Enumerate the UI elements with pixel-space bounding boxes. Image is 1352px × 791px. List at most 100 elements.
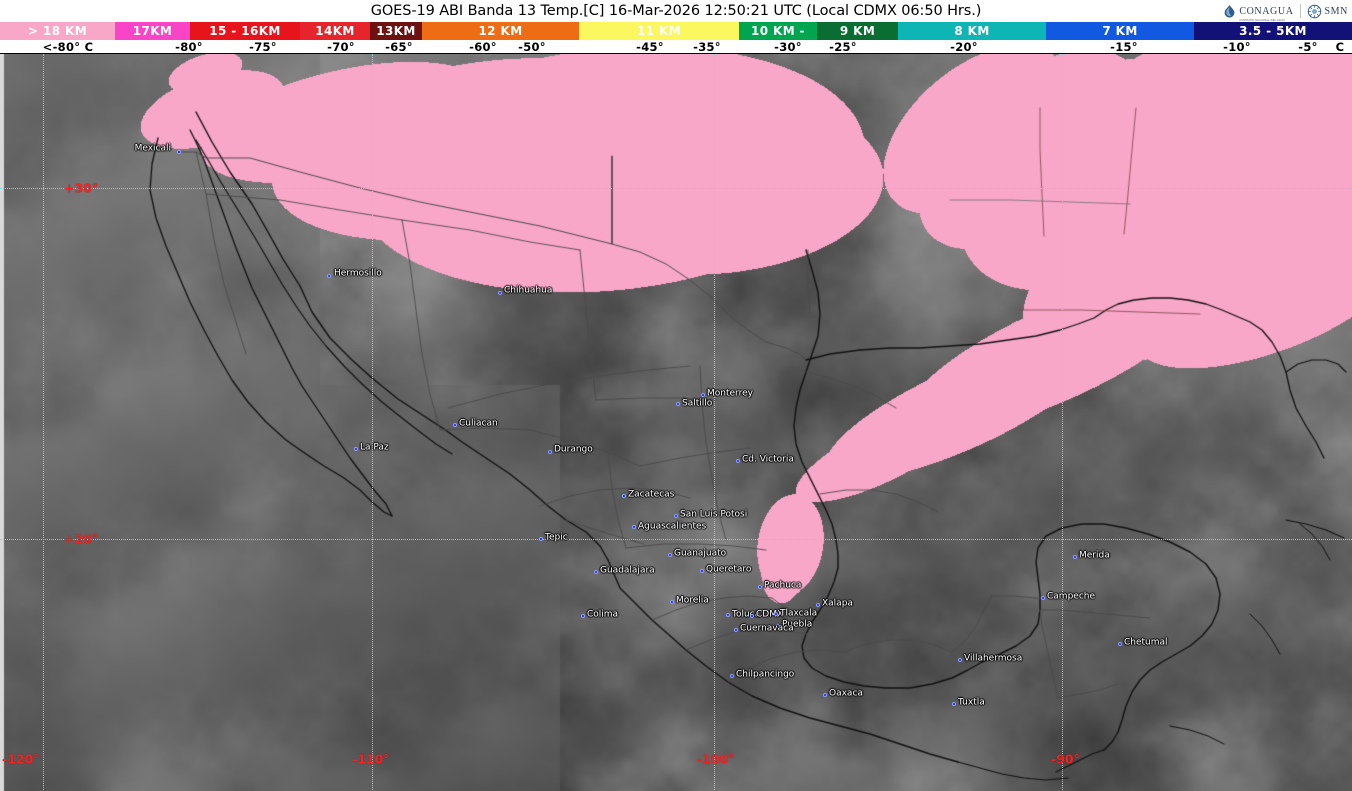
city-label: Puebla <box>782 619 813 630</box>
city-label: Morelia <box>676 595 709 606</box>
city-marker-dot <box>453 423 457 427</box>
logo-divider <box>1299 4 1301 18</box>
satellite-map[interactable]: +30° +20° -120° -110° -100° -90° Mexicali Herm… <box>0 53 1352 791</box>
city-label: Guadalajara <box>600 565 655 576</box>
color-scale-tick: -25° <box>829 40 857 54</box>
city-label: Durango <box>554 444 593 455</box>
color-scale-segment: 8 KM <box>898 22 1046 40</box>
city-label: Merida <box>1079 550 1110 561</box>
city-marker-dot <box>736 459 740 463</box>
longitude-label: -100° <box>697 751 735 767</box>
city-marker-dot <box>958 658 962 662</box>
city-marker-dot <box>632 525 636 529</box>
city-label: Tepic <box>545 532 568 543</box>
color-scale-tick: -75° <box>249 40 277 54</box>
city-marker-dot <box>816 603 820 607</box>
city-label: Colima <box>587 609 619 620</box>
color-scale-segment: 9 KM <box>817 22 898 40</box>
city-marker-dot <box>177 150 181 154</box>
longitude-gridline <box>43 54 44 791</box>
longitude-label: -90° <box>1051 751 1080 767</box>
city-marker-dot <box>674 514 678 518</box>
latitude-gridline <box>0 539 1352 540</box>
city-label: Tuxtla <box>958 697 985 708</box>
color-scale-bar: > 18 KM 17KM 15 - 16KM 14KM 13KM 12 KM 11 KM 10… <box>0 22 1352 40</box>
city-marker-dot <box>750 614 754 618</box>
city-marker-dot <box>354 447 358 451</box>
agency-logos: CONAGUA COMISIÓN NACIONAL DEL AGUA SMN <box>1223 1 1348 22</box>
city-label: Aguascalientes <box>638 521 707 532</box>
color-scale-ticks: <-80° C -80° -75° -70° -65° -60° -50° -45° -35° -… <box>0 40 1352 54</box>
color-scale-segment: 10 KM - <box>739 22 817 40</box>
color-scale-segment: 7 KM <box>1046 22 1194 40</box>
city-marker-dot <box>776 624 780 628</box>
city-label: Chihuahua <box>504 285 553 296</box>
city-marker-dot <box>622 494 626 498</box>
city-label: Zacatecas <box>628 489 675 500</box>
city-marker-dot <box>594 570 598 574</box>
city-marker-dot <box>539 537 543 541</box>
city-marker-dot <box>498 291 502 295</box>
city-label: Chilpancingo <box>736 669 795 680</box>
longitude-gridline <box>1062 54 1063 791</box>
city-label: Cuernavaca <box>740 623 794 634</box>
smn-logo: SMN <box>1307 4 1348 19</box>
city-label: Cd. Victoria <box>742 454 794 465</box>
city-marker-dot <box>581 614 585 618</box>
city-marker-dot <box>700 569 704 573</box>
city-label: Pachuca <box>764 580 802 591</box>
city-marker-dot <box>823 693 827 697</box>
color-scale-tick: -15° <box>1110 40 1138 54</box>
city-marker-dot <box>701 393 705 397</box>
city-label: Monterrey <box>707 388 753 399</box>
city-marker-dot <box>952 702 956 706</box>
color-scale-segment: 15 - 16KM <box>190 22 300 40</box>
city-label: Saltillo <box>682 398 713 409</box>
color-scale-segment: 12 KM <box>422 22 579 40</box>
color-scale-segment: 3.5 - 5KM <box>1194 22 1352 40</box>
color-scale-tick: -45° <box>636 40 664 54</box>
city-marker-dot <box>1118 642 1122 646</box>
city-label: Oaxaca <box>829 688 863 699</box>
smn-label: SMN <box>1324 5 1348 17</box>
city-labels-layer: Mexicali Hermosillo Chihuahua La Paz Culiaca… <box>0 54 1352 791</box>
color-scale-tick: <-80° C <box>42 40 94 54</box>
city-marker-dot <box>1041 596 1045 600</box>
city-label: La Paz <box>360 442 389 453</box>
city-label: Guanajuato <box>674 548 727 559</box>
longitude-label: -110° <box>352 751 390 767</box>
city-marker-dot <box>548 450 552 454</box>
color-scale-segment: 17KM <box>115 22 190 40</box>
longitude-gridline <box>372 54 373 791</box>
color-scale-tick: -5° <box>1298 40 1318 54</box>
color-scale-tick: -70° <box>327 40 355 54</box>
color-scale-tick: -60° <box>469 40 497 54</box>
water-drop-icon <box>1224 4 1235 17</box>
satellite-imagery-canvas <box>0 54 1352 791</box>
header-bar: GOES-19 ABI Banda 13 Temp.[C] 16-Mar-202… <box>0 0 1352 22</box>
circular-network-icon <box>1307 4 1321 18</box>
color-scale-tick: -50° <box>518 40 546 54</box>
page-title: GOES-19 ABI Banda 13 Temp.[C] 16-Mar-202… <box>370 3 982 19</box>
city-label: Hermosillo <box>334 268 382 279</box>
city-label: CDMX <box>756 609 784 620</box>
city-marker-dot <box>668 553 672 557</box>
color-scale-segment: 13KM <box>370 22 422 40</box>
city-marker-dot <box>676 402 680 406</box>
city-label: Campeche <box>1047 591 1096 602</box>
city-marker-dot <box>327 274 331 278</box>
city-marker-dot <box>730 674 734 678</box>
city-label: San Luis Potosi <box>680 509 748 520</box>
color-scale-tick: C <box>1335 40 1345 54</box>
city-marker-dot <box>1073 555 1077 559</box>
conagua-label: CONAGUA <box>1239 5 1294 17</box>
latitude-gridline <box>0 188 1352 189</box>
city-marker-dot <box>774 612 778 616</box>
color-scale-tick: -80° <box>175 40 203 54</box>
city-label: Mexicali <box>134 143 171 154</box>
conagua-logo: CONAGUA COMISIÓN NACIONAL DEL AGUA <box>1223 1 1293 22</box>
coordinate-grid-layer: +30° +20° -120° -110° -100° -90° <box>0 54 1352 791</box>
color-scale-segment: > 18 KM <box>0 22 115 40</box>
city-marker-dot <box>670 600 674 604</box>
